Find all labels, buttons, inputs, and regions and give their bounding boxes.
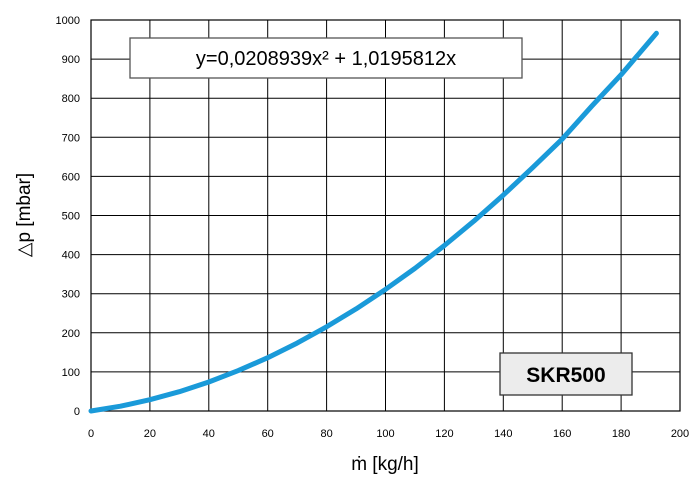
y-axis-label: △p [mbar] — [14, 173, 35, 257]
y-tick-label: 900 — [62, 54, 80, 66]
x-tick-label: 80 — [320, 428, 332, 440]
x-tick-labels: 0 20 40 60 80 100 120 140 160 180 200 — [88, 428, 689, 440]
y-tick-label: 600 — [62, 171, 80, 183]
model-label: SKR500 — [526, 364, 605, 387]
y-tick-label: 1000 — [56, 15, 80, 27]
x-axis-label: ṁ [kg/h] — [351, 454, 419, 475]
x-tick-label: 0 — [88, 428, 94, 440]
x-tick-label: 120 — [435, 428, 453, 440]
equation-text: y=0,0208939x² + 1,0195812x — [196, 48, 456, 70]
series-line — [88, 30, 659, 414]
y-tick-label: 0 — [74, 406, 80, 418]
equation-annotation: y=0,0208939x² + 1,0195812x — [129, 37, 523, 79]
y-tick-label: 700 — [62, 132, 80, 144]
x-tick-label: 140 — [494, 428, 512, 440]
y-tick-label: 100 — [62, 367, 80, 379]
equation-box — [129, 37, 523, 79]
y-tick-label: 500 — [62, 211, 80, 223]
model-annotation: SKR500 — [499, 352, 633, 396]
y-tick-label: 300 — [62, 289, 80, 301]
y-tick-label: 800 — [62, 93, 80, 105]
series-group — [88, 30, 659, 414]
x-tick-label: 20 — [144, 428, 156, 440]
y-tick-label: 200 — [62, 328, 80, 340]
y-tick-label: 400 — [62, 250, 80, 262]
grid — [90, 19, 681, 412]
model-box — [499, 352, 633, 396]
x-tick-label: 160 — [553, 428, 571, 440]
plot-frame — [90, 19, 681, 412]
x-tick-label: 180 — [612, 428, 630, 440]
x-tick-label: 100 — [376, 428, 394, 440]
x-tick-label: 60 — [262, 428, 274, 440]
y-tick-labels: 0 100 200 300 400 500 600 700 800 900 1000 — [56, 15, 80, 418]
x-tick-label: 40 — [203, 428, 215, 440]
x-tick-label: 200 — [671, 428, 689, 440]
